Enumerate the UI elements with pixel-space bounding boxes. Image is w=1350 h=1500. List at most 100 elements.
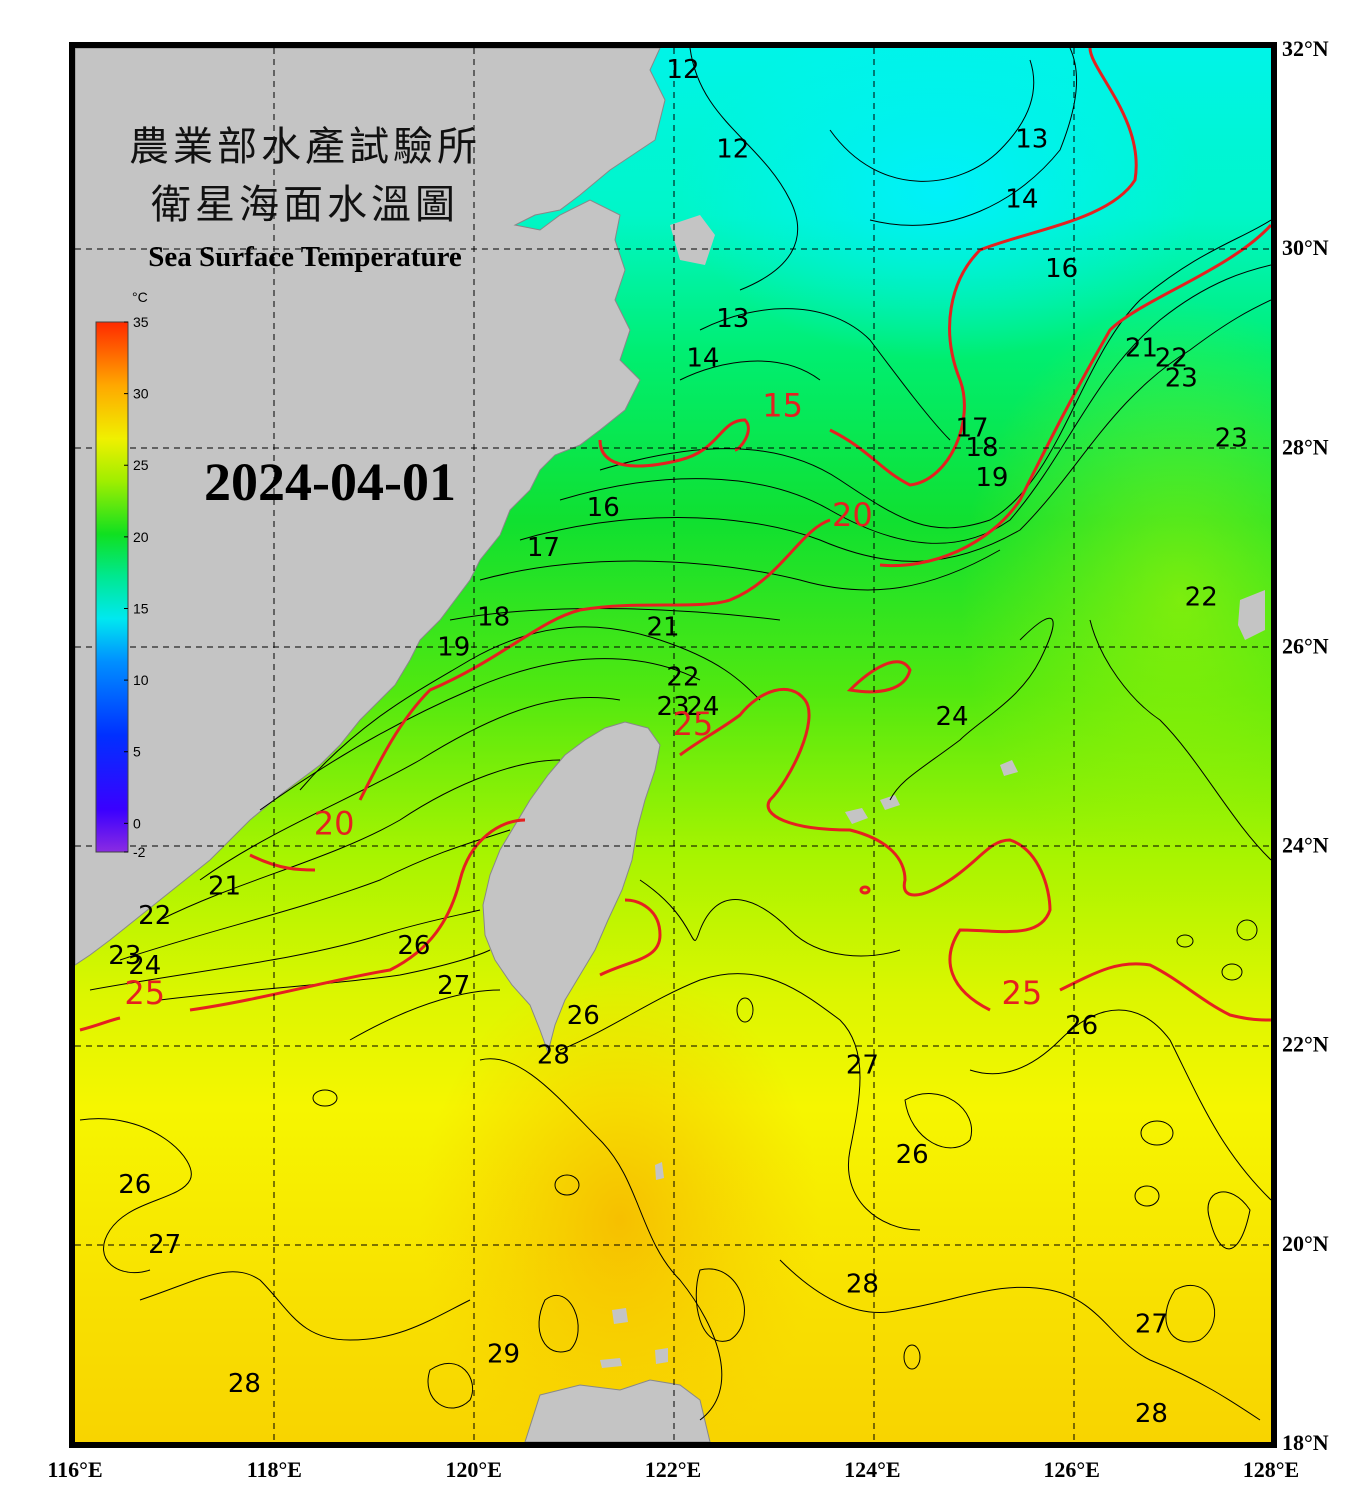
islet bbox=[880, 795, 900, 810]
islet bbox=[845, 808, 868, 824]
map-frame bbox=[69, 42, 1277, 1448]
red-contour-labels: 15 20 25 20 25 25 bbox=[124, 386, 1042, 1011]
islet bbox=[655, 1348, 668, 1364]
isotherm-label: 23 bbox=[1215, 423, 1248, 453]
map-date: 2024-04-01 bbox=[204, 452, 456, 512]
longitude-label: 126°E bbox=[1043, 1457, 1099, 1482]
colorbar-tick-label: 15 bbox=[133, 600, 149, 616]
longitude-label: 124°E bbox=[844, 1457, 900, 1482]
latitude-label: 20°N bbox=[1282, 1231, 1329, 1256]
isotherm-label: 23 bbox=[656, 692, 689, 722]
cold-water-region bbox=[680, 48, 1200, 360]
isotherm-label-red: 15 bbox=[762, 386, 803, 424]
isotherm-label: 16 bbox=[1045, 254, 1078, 284]
isotherm-label: 19 bbox=[437, 632, 470, 662]
isotherm-label: 28 bbox=[846, 1270, 879, 1300]
isotherm-label: 22 bbox=[138, 901, 171, 931]
colorbar-tick-label: 0 bbox=[133, 815, 141, 831]
isotherm-label: 26 bbox=[896, 1140, 929, 1170]
isotherm-label: 13 bbox=[716, 304, 749, 334]
ryukyu-island bbox=[1238, 590, 1265, 640]
isotherm-label: 28 bbox=[1135, 1399, 1168, 1429]
colorbar-tick-label: 20 bbox=[133, 529, 149, 545]
isotherm-label-red: 25 bbox=[1001, 974, 1042, 1012]
isotherm-label: 12 bbox=[666, 55, 699, 85]
isotherm-label: 22 bbox=[1185, 583, 1218, 613]
isotherm-label: 13 bbox=[1015, 125, 1048, 155]
isotherm-label: 17 bbox=[527, 533, 560, 563]
warm-water-region bbox=[420, 960, 820, 1442]
colorbar-tick-label: 35 bbox=[133, 314, 149, 330]
colorbar-tick-label: 10 bbox=[133, 672, 149, 688]
colorbar: °C 35 30 25 20 15 10 5 0 -2 bbox=[95, 289, 149, 860]
isotherm-label: 14 bbox=[686, 344, 719, 374]
colorbar-unit: °C bbox=[132, 289, 148, 305]
isotherm-label: 29 bbox=[487, 1339, 520, 1369]
islet bbox=[1000, 760, 1018, 776]
isotherm-label-red: 20 bbox=[314, 805, 355, 843]
isotherm-label: 22 bbox=[666, 662, 699, 692]
taiwan-island bbox=[482, 721, 661, 1054]
colorbar-tick-label: -2 bbox=[133, 844, 146, 860]
longitude-labels: 116°E 118°E 120°E 122°E 124°E 126°E 128°E bbox=[47, 1457, 1299, 1482]
latitude-label: 18°N bbox=[1282, 1430, 1329, 1455]
latitude-label: 24°N bbox=[1282, 833, 1329, 858]
isotherm-label: 16 bbox=[587, 493, 620, 523]
isotherm-label: 17 bbox=[955, 413, 988, 443]
colorbar-ticks: 35 30 25 20 15 10 5 0 -2 bbox=[124, 314, 149, 860]
isotherm-label: 24 bbox=[686, 692, 719, 722]
isotherm-label: 19 bbox=[975, 463, 1008, 493]
kuroshio-region bbox=[960, 300, 1271, 900]
latitude-label: 30°N bbox=[1282, 235, 1329, 260]
graticule bbox=[75, 48, 1271, 1442]
isotherm-label: 27 bbox=[148, 1230, 181, 1260]
isotherm-label: 21 bbox=[1125, 334, 1158, 364]
colorbar-tick-label: 5 bbox=[133, 744, 141, 760]
longitude-label: 122°E bbox=[645, 1457, 701, 1482]
isotherm-label: 14 bbox=[1005, 184, 1038, 214]
longitude-label: 128°E bbox=[1243, 1457, 1299, 1482]
isotherm-lines bbox=[79, 48, 1271, 1421]
isotherm-label-red: 25 bbox=[673, 705, 714, 743]
isotherm-label: 24 bbox=[936, 702, 969, 732]
china-mainland bbox=[75, 48, 666, 966]
latitude-label: 32°N bbox=[1282, 36, 1329, 61]
islet bbox=[655, 1162, 664, 1180]
isotherm-label: 27 bbox=[437, 971, 470, 1001]
longitude-label: 118°E bbox=[247, 1457, 302, 1482]
title-cn-line1: 農業部水產試驗所 bbox=[129, 124, 481, 170]
isotherm-label: 18 bbox=[477, 603, 510, 633]
longitude-label: 116°E bbox=[47, 1457, 102, 1482]
isotherm-label: 28 bbox=[537, 1041, 570, 1071]
isotherm-label: 27 bbox=[846, 1051, 879, 1081]
isotherm-label: 26 bbox=[1065, 1011, 1098, 1041]
isotherm-label-red: 25 bbox=[124, 974, 165, 1012]
isotherm-label: 22 bbox=[1155, 344, 1188, 374]
isotherm-label-red: 20 bbox=[832, 496, 873, 534]
latitude-label: 28°N bbox=[1282, 434, 1329, 459]
isotherm-label: 24 bbox=[128, 951, 161, 981]
luzon-island bbox=[524, 1379, 711, 1442]
latitude-labels: 32°N 30°N 28°N 26°N 24°N 22°N 20°N 18°N bbox=[1282, 36, 1329, 1455]
latitude-label: 26°N bbox=[1282, 633, 1329, 658]
islet bbox=[612, 1308, 628, 1324]
isotherm-label: 26 bbox=[118, 1170, 151, 1200]
isotherm-label: 12 bbox=[716, 135, 749, 165]
islet bbox=[600, 1358, 622, 1368]
title-cn-line2: 衛星海面水溫圖 bbox=[151, 182, 459, 228]
title-en: Sea Surface Temperature bbox=[148, 241, 462, 273]
isotherm-label: 26 bbox=[397, 931, 430, 961]
zhoushan-islands bbox=[670, 215, 715, 265]
colorbar-tick-label: 25 bbox=[133, 457, 149, 473]
latitude-label: 22°N bbox=[1282, 1032, 1329, 1057]
isotherm-label: 18 bbox=[965, 433, 998, 463]
isotherm-label: 28 bbox=[228, 1369, 261, 1399]
isotherm-label: 21 bbox=[646, 612, 679, 642]
isotherm-label: 26 bbox=[567, 1001, 600, 1031]
isotherm-lines-red bbox=[79, 48, 1271, 1032]
isotherm-label: 27 bbox=[1135, 1309, 1168, 1339]
isotherm-label: 23 bbox=[1165, 364, 1198, 394]
